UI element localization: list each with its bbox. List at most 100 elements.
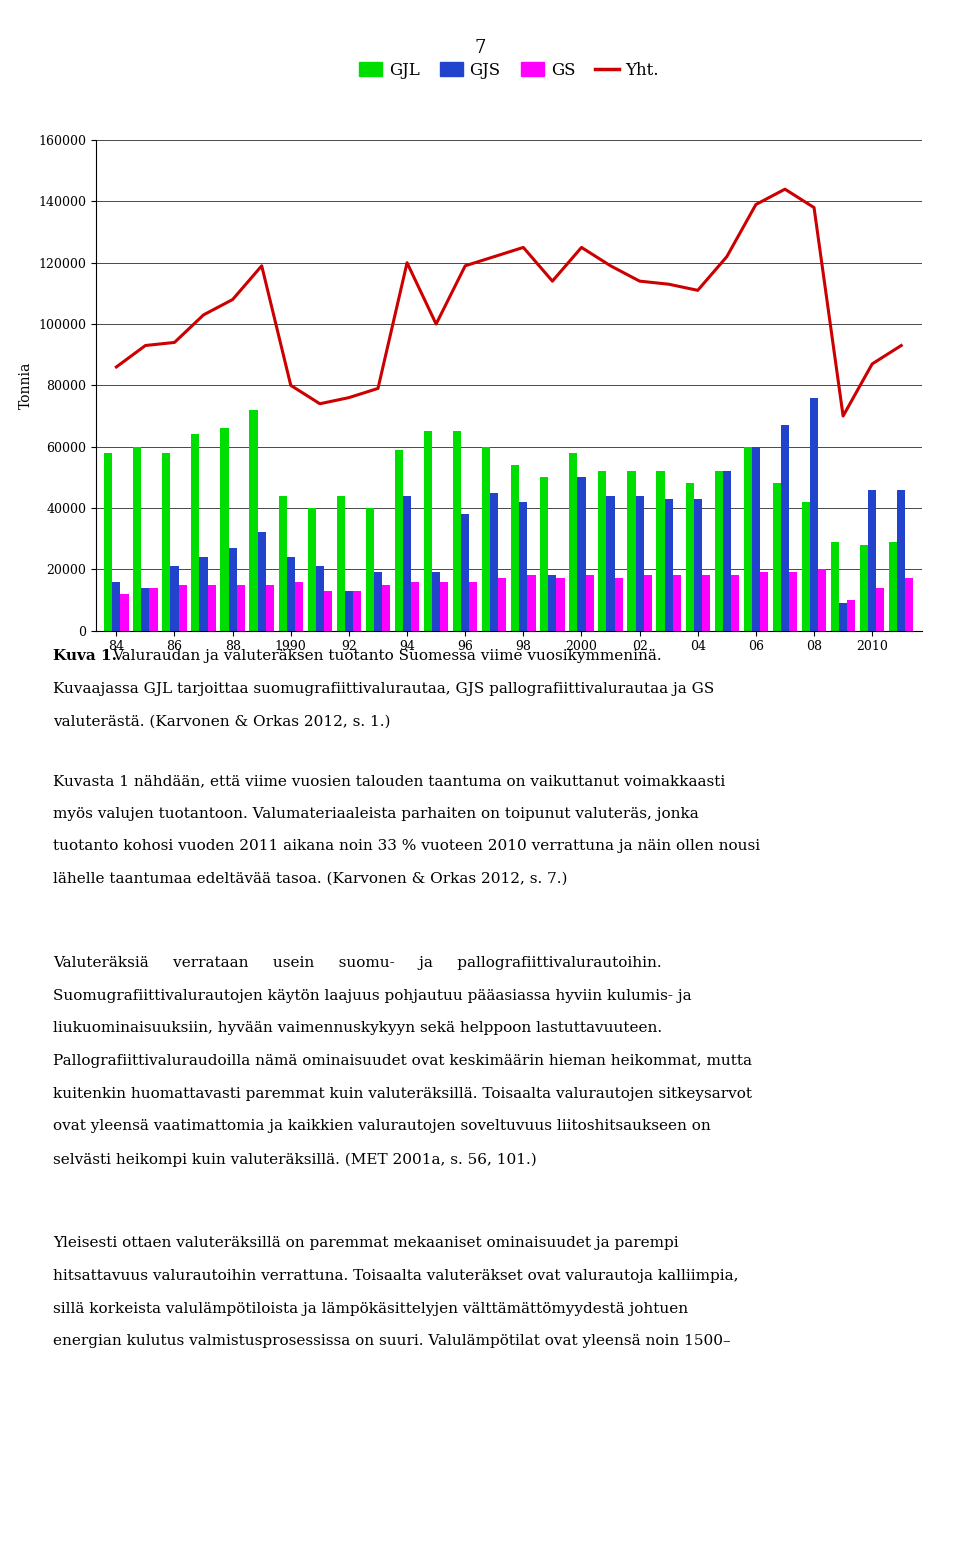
- Bar: [295, 582, 303, 631]
- Bar: [491, 492, 498, 631]
- Text: hitsattavuus valurautoihin verrattuna. Toisaalta valuteräkset ovat valurautoja k: hitsattavuus valurautoihin verrattuna. T…: [53, 1269, 738, 1283]
- Bar: [527, 576, 536, 631]
- Bar: [120, 593, 129, 631]
- Text: Pallografiittivaluraudoilla nämä ominaisuudet ovat keskimäärin hieman heikommat,: Pallografiittivaluraudoilla nämä ominais…: [53, 1054, 752, 1068]
- Text: liukuominaisuuksiin, hyvään vaimennuskykyyn sekä helppoon lastuttavuuteen.: liukuominaisuuksiin, hyvään vaimennuskyk…: [53, 1021, 662, 1035]
- Bar: [702, 576, 710, 631]
- Bar: [898, 489, 905, 631]
- Text: Kuvasta 1 nähdään, että viime vuosien talouden taantuma on vaikuttanut voimakkaa: Kuvasta 1 nähdään, että viime vuosien ta…: [53, 774, 725, 788]
- Bar: [461, 514, 469, 631]
- Bar: [598, 472, 607, 631]
- Bar: [876, 587, 884, 631]
- Text: Suomugrafiittivalurautojen käytön laajuus pohjautuu pääasiassa hyviin kulumis- j: Suomugrafiittivalurautojen käytön laajuu…: [53, 989, 691, 1003]
- Bar: [278, 495, 287, 631]
- Bar: [250, 409, 257, 631]
- Bar: [191, 434, 200, 631]
- Bar: [577, 478, 586, 631]
- Bar: [469, 582, 477, 631]
- Bar: [723, 472, 731, 631]
- Bar: [540, 478, 548, 631]
- Bar: [789, 573, 797, 631]
- Text: selvästi heikompi kuin valuteräksillä. (MET 2001a, s. 56, 101.): selvästi heikompi kuin valuteräksillä. (…: [53, 1152, 537, 1166]
- Bar: [133, 447, 141, 631]
- Text: tuotanto kohosi vuoden 2011 aikana noin 33 % vuoteen 2010 verrattuna ja näin oll: tuotanto kohosi vuoden 2011 aikana noin …: [53, 839, 760, 853]
- Bar: [395, 450, 403, 631]
- Bar: [373, 573, 382, 631]
- Bar: [353, 590, 361, 631]
- Legend: GJL, GJS, GS, Yht.: GJL, GJS, GS, Yht.: [352, 56, 665, 86]
- Bar: [228, 548, 237, 631]
- Bar: [586, 576, 593, 631]
- Bar: [607, 495, 614, 631]
- Text: sillä korkeista valulämpötiloista ja lämpökäsittelyjen välttämättömyydestä johtu: sillä korkeista valulämpötiloista ja läm…: [53, 1302, 688, 1316]
- Bar: [905, 579, 914, 631]
- Bar: [411, 582, 420, 631]
- Bar: [860, 545, 868, 631]
- Bar: [432, 573, 441, 631]
- Bar: [207, 584, 216, 631]
- Bar: [628, 472, 636, 631]
- Bar: [714, 472, 723, 631]
- Bar: [511, 466, 519, 631]
- Bar: [569, 453, 577, 631]
- Bar: [257, 532, 266, 631]
- Bar: [112, 582, 120, 631]
- Bar: [337, 495, 345, 631]
- Text: myös valujen tuotantoon. Valumateriaaleista parhaiten on toipunut valuteräs, jon: myös valujen tuotantoon. Valumateriaalei…: [53, 807, 699, 821]
- Bar: [171, 567, 179, 631]
- Bar: [424, 431, 432, 631]
- Bar: [644, 576, 652, 631]
- Bar: [868, 489, 876, 631]
- Bar: [731, 576, 739, 631]
- Bar: [810, 397, 818, 631]
- Bar: [150, 587, 157, 631]
- Bar: [141, 587, 150, 631]
- Text: 7: 7: [474, 39, 486, 58]
- Text: energian kulutus valmistusprosessissa on suuri. Valulämpötilat ovat yleensä noin: energian kulutus valmistusprosessissa on…: [53, 1334, 731, 1348]
- Text: kuitenkin huomattavasti paremmat kuin valuteräksillä. Toisaalta valurautojen sit: kuitenkin huomattavasti paremmat kuin va…: [53, 1087, 752, 1101]
- Bar: [831, 542, 839, 631]
- Text: ovat yleensä vaatimattomia ja kaikkien valurautojen soveltuvuus liitoshitsauksee: ovat yleensä vaatimattomia ja kaikkien v…: [53, 1119, 710, 1133]
- Bar: [453, 431, 461, 631]
- Y-axis label: Tonnia: Tonnia: [19, 361, 33, 409]
- Bar: [760, 573, 768, 631]
- Text: Valuraudan ja valuteräksen tuotanto Suomessa viime vuosikymmeninä.: Valuraudan ja valuteräksen tuotanto Suom…: [112, 649, 662, 663]
- Bar: [179, 584, 186, 631]
- Bar: [441, 582, 448, 631]
- Bar: [324, 590, 332, 631]
- Text: Kuva 1.: Kuva 1.: [53, 649, 117, 663]
- Bar: [366, 508, 373, 631]
- Bar: [287, 557, 295, 631]
- Bar: [307, 508, 316, 631]
- Text: valuterästä. (Karvonen & Orkas 2012, s. 1.): valuterästä. (Karvonen & Orkas 2012, s. …: [53, 715, 391, 729]
- Bar: [694, 498, 702, 631]
- Bar: [889, 542, 898, 631]
- Text: Kuvaajassa GJL tarjoittaa suomugrafiittivalurautaa, GJS pallografiittivalurautaa: Kuvaajassa GJL tarjoittaa suomugrafiitti…: [53, 682, 714, 696]
- Bar: [482, 447, 491, 631]
- Bar: [266, 584, 274, 631]
- Bar: [221, 428, 228, 631]
- Bar: [657, 472, 664, 631]
- Bar: [162, 453, 171, 631]
- Text: lähelle taantumaa edeltävää tasoa. (Karvonen & Orkas 2012, s. 7.): lähelle taantumaa edeltävää tasoa. (Karv…: [53, 872, 567, 886]
- Text: Valuteräksiä     verrataan     usein     suomu-     ja     pallografiittivalurau: Valuteräksiä verrataan usein suomu- ja p…: [53, 956, 661, 970]
- Bar: [636, 495, 644, 631]
- Bar: [818, 570, 827, 631]
- Bar: [664, 498, 673, 631]
- Bar: [839, 603, 847, 631]
- Bar: [237, 584, 245, 631]
- Bar: [752, 447, 760, 631]
- Bar: [519, 501, 527, 631]
- Bar: [773, 483, 780, 631]
- Bar: [685, 483, 694, 631]
- Bar: [498, 579, 507, 631]
- Bar: [802, 501, 810, 631]
- Bar: [744, 447, 752, 631]
- Bar: [780, 425, 789, 631]
- Bar: [345, 590, 353, 631]
- Bar: [614, 579, 623, 631]
- Bar: [847, 599, 855, 631]
- Bar: [557, 579, 564, 631]
- Bar: [548, 576, 557, 631]
- Bar: [382, 584, 390, 631]
